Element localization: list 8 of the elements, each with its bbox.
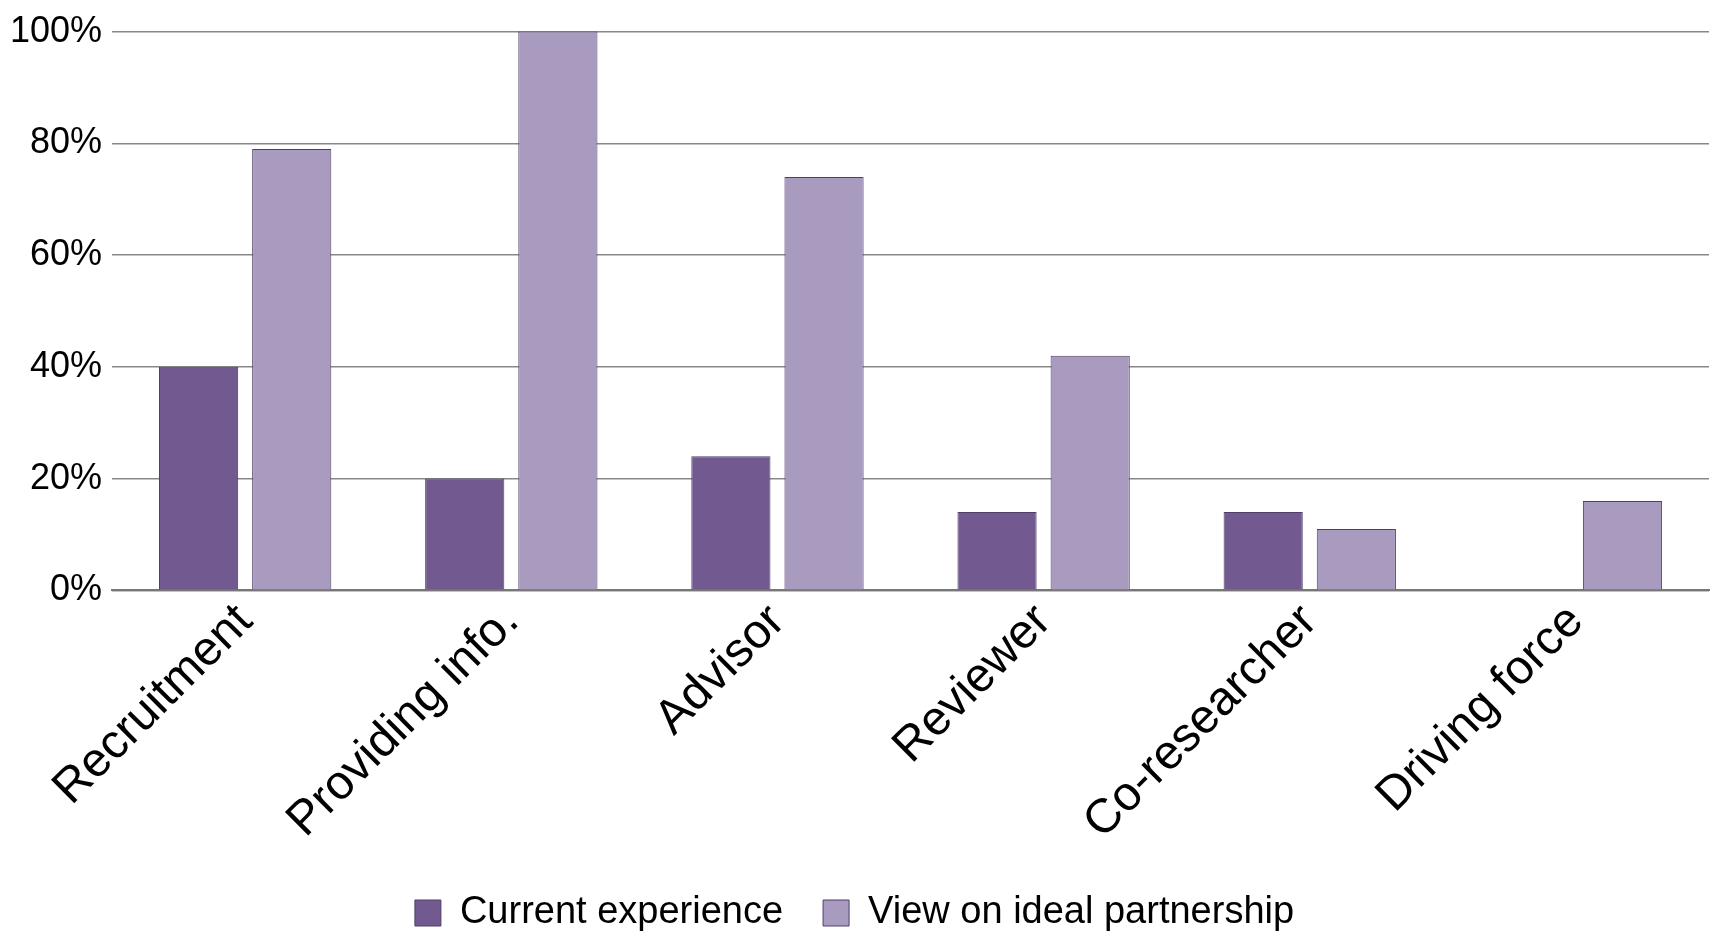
legend-label: Current experience	[459, 889, 784, 932]
y-tick-label: 80%	[30, 120, 103, 162]
y-tick-label: 20%	[30, 455, 103, 497]
legend-label: View on ideal partnership	[868, 889, 1295, 932]
y-tick-label: 60%	[30, 232, 103, 274]
y-tick-label: 0%	[50, 567, 103, 609]
y-tick-label: 100%	[10, 8, 103, 50]
y-tick-label: 40%	[30, 343, 103, 385]
